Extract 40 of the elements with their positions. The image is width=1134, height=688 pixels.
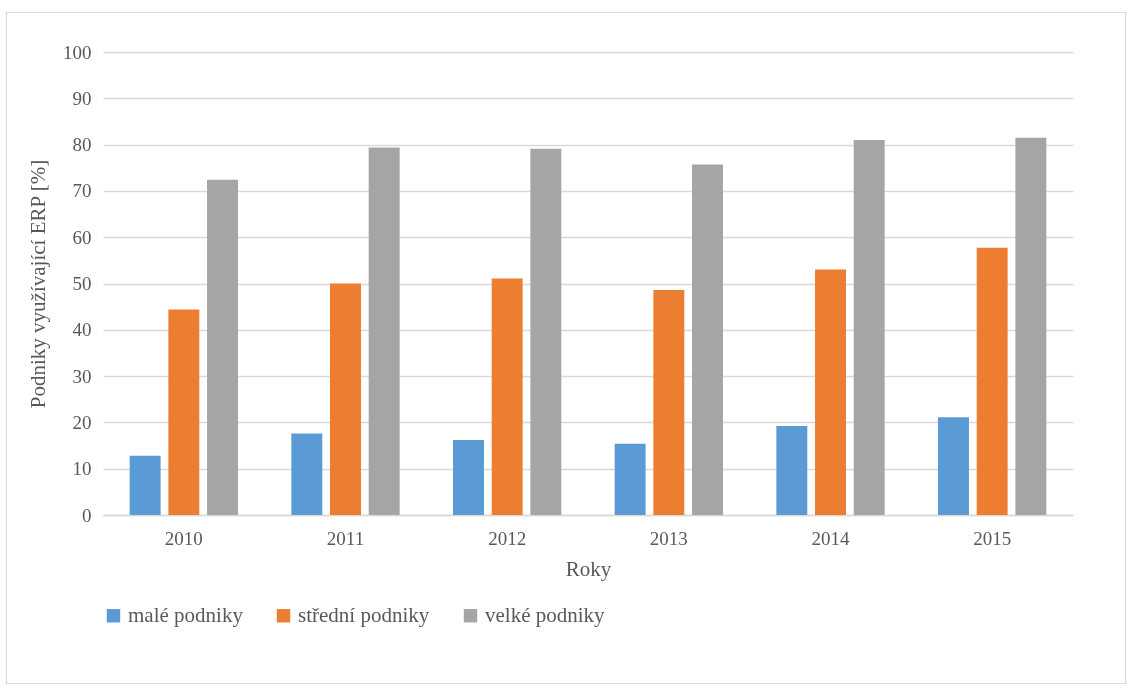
bar <box>129 455 161 515</box>
bar <box>491 278 523 515</box>
legend-label: střední podniky <box>298 602 430 627</box>
y-axis-title: Podniky využívající ERP [%] <box>26 159 50 409</box>
bar <box>853 139 885 515</box>
y-tick-label: 60 <box>72 226 92 248</box>
bar <box>530 148 562 515</box>
x-tick-label: 2012 <box>488 527 527 549</box>
bar <box>938 417 969 515</box>
y-tick-label: 0 <box>82 504 92 526</box>
y-tick-label: 90 <box>72 87 92 109</box>
x-tick-label: 2014 <box>811 527 850 549</box>
y-tick-label: 20 <box>72 411 92 433</box>
x-tick-label: 2011 <box>326 527 365 549</box>
bar <box>207 179 238 515</box>
bar <box>168 309 200 515</box>
y-tick-label: 10 <box>72 458 92 480</box>
y-tick-label: 40 <box>72 319 92 341</box>
legend-label: velké podniky <box>485 602 606 627</box>
x-tick-label: 2015 <box>973 527 1012 549</box>
bar <box>692 164 723 515</box>
bar <box>776 426 808 515</box>
x-axis-title: Roky <box>565 556 612 581</box>
x-tick-label: 2013 <box>649 527 688 549</box>
x-tick-label: 2010 <box>164 527 203 549</box>
bar <box>453 439 484 515</box>
bar <box>330 283 361 515</box>
y-tick-label: 50 <box>72 273 92 294</box>
bar <box>368 147 400 515</box>
y-tick-label: 70 <box>72 180 92 202</box>
bar <box>614 443 646 515</box>
bar <box>815 269 846 515</box>
y-tick-label: 100 <box>63 41 92 63</box>
bar <box>976 247 1008 515</box>
bar <box>653 289 685 515</box>
y-tick-label: 80 <box>72 134 92 156</box>
y-tick-label: 30 <box>72 365 92 387</box>
legend-label: malé podniky <box>128 602 244 627</box>
bar <box>291 433 323 515</box>
bar <box>1015 137 1047 515</box>
